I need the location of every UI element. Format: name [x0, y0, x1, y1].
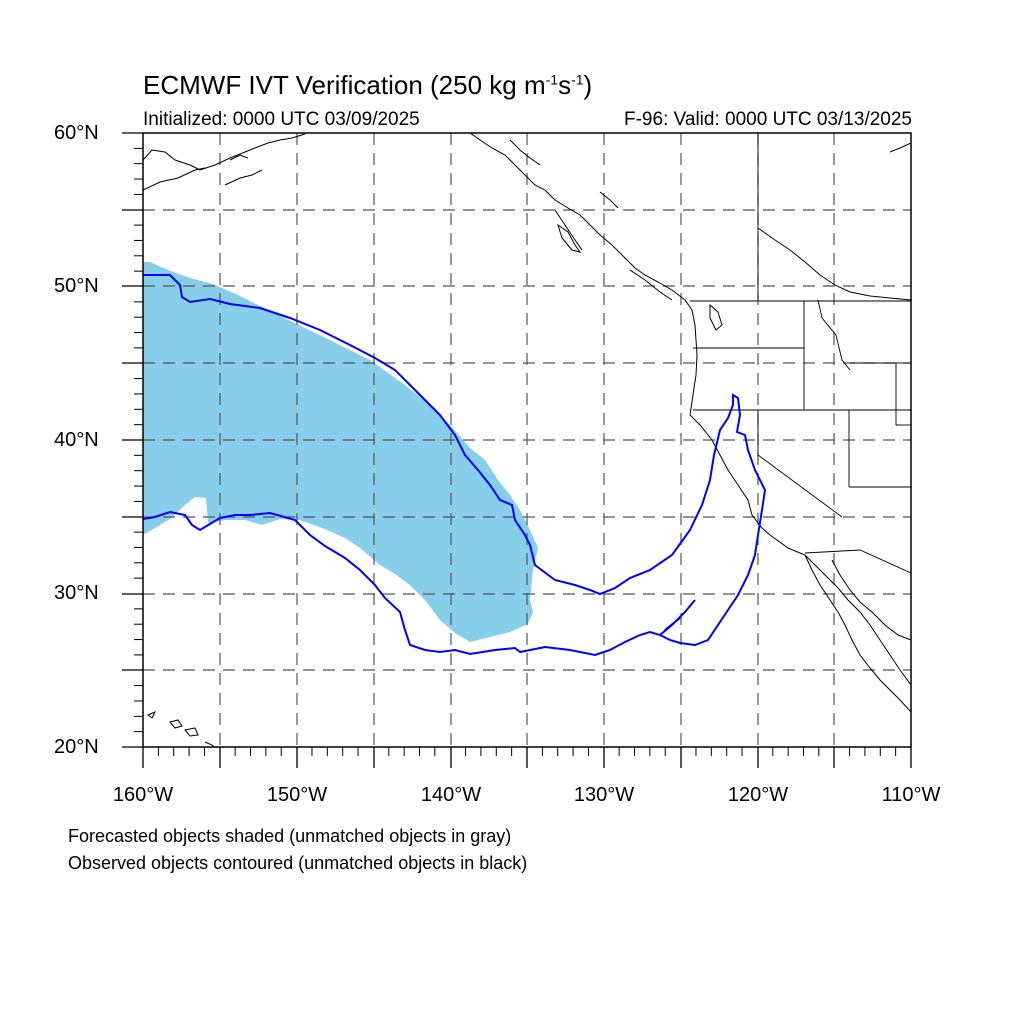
- lat-label-30: 30°N: [54, 582, 99, 604]
- chart-title: ECMWF IVT Verification (250 kg m-1s-1): [143, 70, 593, 100]
- lon-label-120w: 120°W: [727, 784, 789, 806]
- coastlines: [143, 133, 911, 747]
- minor-ticks: [134, 147, 897, 756]
- forecast-ivt-object: [143, 262, 538, 642]
- tick-marks: [122, 132, 912, 768]
- borders: [690, 133, 911, 574]
- lon-label-130w: 130°W: [573, 784, 635, 806]
- footnote-forecast: Forecasted objects shaded (unmatched obj…: [68, 826, 512, 846]
- lon-label-150w: 150°W: [266, 784, 328, 806]
- lon-label-140w: 140°W: [420, 784, 482, 806]
- lon-label-160w: 160°W: [112, 784, 174, 806]
- lat-label-20: 20°N: [54, 736, 99, 758]
- lat-label-60: 60°N: [54, 122, 99, 144]
- initialized-label: Initialized: 0000 UTC 03/09/2025: [143, 109, 420, 130]
- valid-time-label: F-96: Valid: 0000 UTC 03/13/2025: [624, 109, 912, 130]
- footnote-observed: Observed objects contoured (unmatched ob…: [68, 853, 528, 873]
- observed-ivt-contour: [143, 274, 767, 657]
- lat-label-50: 50°N: [54, 275, 99, 297]
- lat-label-40: 40°N: [54, 429, 99, 451]
- lon-label-110w: 110°W: [881, 784, 941, 806]
